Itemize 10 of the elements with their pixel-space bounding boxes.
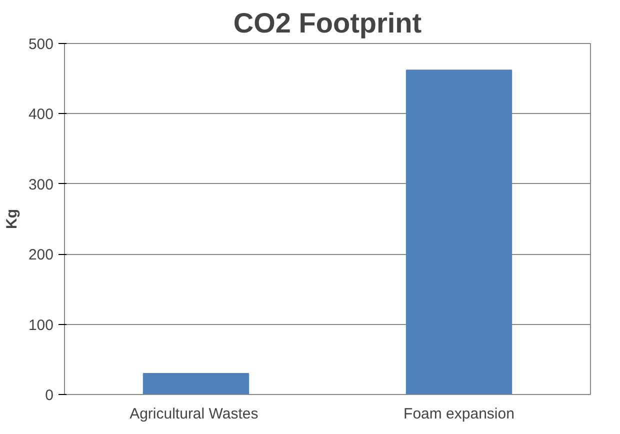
x-tick-label: Foam expansion: [404, 406, 514, 422]
y-axis-title: Kg: [3, 209, 20, 229]
y-tick-label: 500: [28, 36, 54, 53]
y-tick-label: 200: [28, 246, 54, 264]
y-tick-label: 100: [28, 316, 54, 334]
y-tick-label: 400: [28, 106, 54, 124]
y-tick-label: 300: [28, 176, 54, 194]
y-tick-label: 0: [45, 387, 54, 404]
chart-title: CO2 Footprint: [233, 8, 422, 38]
x-tick-label: Agricultural Wastes: [130, 406, 258, 422]
